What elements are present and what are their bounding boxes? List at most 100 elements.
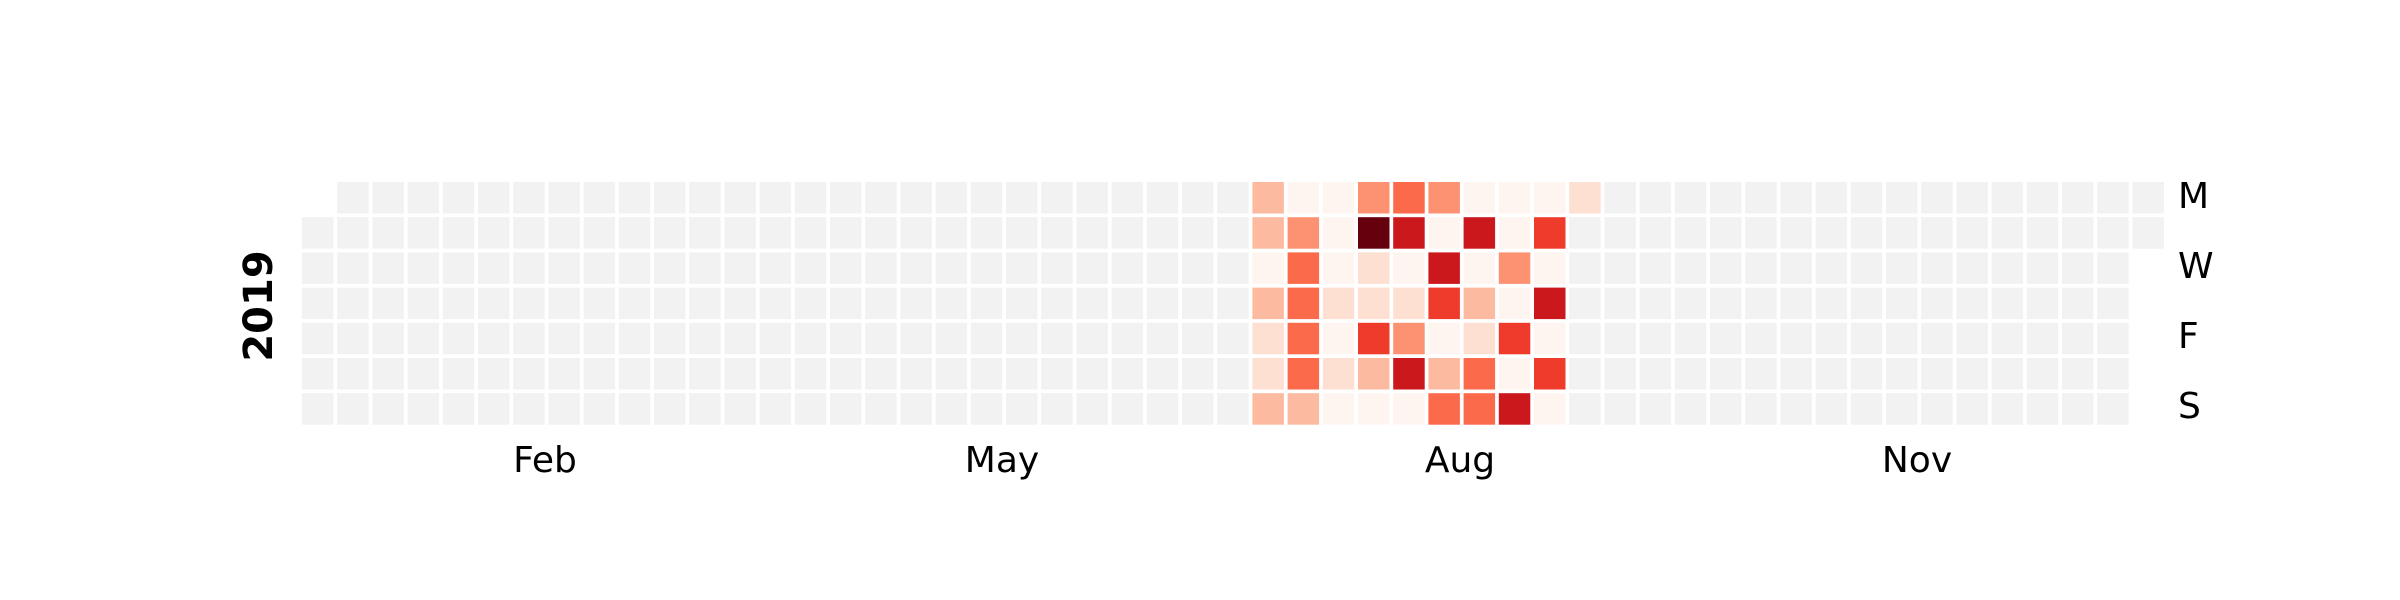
day-cell [618, 393, 651, 425]
day-cell [583, 322, 616, 355]
day-cell [1111, 182, 1144, 214]
day-cell [407, 322, 440, 355]
day-cell [407, 358, 440, 390]
day-cell [830, 287, 862, 320]
day-cell [1217, 358, 1249, 390]
day-cell [2062, 287, 2094, 320]
day-cell [1850, 358, 1883, 390]
day-cell [1041, 287, 1073, 320]
day-cell [689, 393, 721, 425]
day-cell [1393, 322, 1425, 355]
day-cell [337, 287, 369, 320]
day-cell [654, 287, 686, 320]
day-cell [2062, 252, 2094, 284]
day-cell [1956, 393, 1988, 425]
day-cell [548, 217, 580, 249]
day-cell [1182, 322, 1214, 355]
day-cell [1322, 287, 1355, 320]
day-cell [1463, 393, 1496, 425]
day-cell [1534, 252, 1566, 284]
day-cell [618, 252, 651, 284]
day-cell [548, 322, 580, 355]
day-cell [830, 322, 862, 355]
day-cell [1111, 287, 1144, 320]
day-cell [1850, 287, 1883, 320]
day-cell [1006, 322, 1038, 355]
year-label: 2019 [236, 250, 282, 361]
day-cell [689, 252, 721, 284]
day-cell [1639, 358, 1672, 390]
day-cell [513, 252, 545, 284]
day-cell [794, 358, 827, 390]
day-cell [1710, 217, 1742, 249]
day-cell [654, 358, 686, 390]
day-cell [1111, 358, 1144, 390]
day-cell [478, 217, 510, 249]
day-cell [1498, 322, 1531, 355]
day-cell [302, 358, 334, 390]
day-cell [1393, 217, 1425, 249]
day-cell [1604, 358, 1636, 390]
day-cell [1217, 252, 1249, 284]
day-cell [1287, 182, 1320, 214]
day-cell [654, 182, 686, 214]
day-cell [1815, 182, 1848, 214]
day-cell [2062, 358, 2094, 390]
day-cell [1921, 217, 1953, 249]
month-label-nov: Nov [1882, 440, 1952, 481]
day-cell [337, 217, 369, 249]
day-cell [689, 358, 721, 390]
day-label-mon: M [2178, 176, 2209, 217]
day-cell [1041, 182, 1073, 214]
day-cell [794, 252, 827, 284]
day-cell [1780, 182, 1812, 214]
day-cell [1850, 182, 1883, 214]
day-cell [583, 182, 616, 214]
day-cell [513, 393, 545, 425]
day-cell [337, 322, 369, 355]
day-cell [1674, 252, 1707, 284]
day-cell [548, 358, 580, 390]
day-cell [900, 252, 932, 284]
day-cell [724, 358, 756, 390]
day-cell [442, 252, 475, 284]
day-cell [1956, 322, 1988, 355]
day-cell [1252, 358, 1284, 390]
day-cell [1006, 393, 1038, 425]
day-cell [970, 393, 1003, 425]
day-cell [2132, 182, 2164, 214]
day-cell [970, 358, 1003, 390]
day-cell [1569, 252, 1601, 284]
day-cell [2097, 217, 2129, 249]
day-cell [1569, 182, 1601, 214]
day-cell [794, 322, 827, 355]
day-cell [724, 287, 756, 320]
day-cell [548, 252, 580, 284]
day-cell [2097, 358, 2129, 390]
day-cell [1745, 217, 1777, 249]
day-cell [1182, 182, 1214, 214]
day-cell [1076, 393, 1108, 425]
day-cell [478, 358, 510, 390]
day-cell [689, 322, 721, 355]
day-cell [1182, 393, 1214, 425]
day-cell [1358, 358, 1390, 390]
day-cell [302, 287, 334, 320]
day-cell [1217, 393, 1249, 425]
day-cell [1639, 393, 1672, 425]
day-cell [372, 287, 404, 320]
day-cell [654, 252, 686, 284]
day-cell [2026, 393, 2059, 425]
day-cell [970, 322, 1003, 355]
day-cell [830, 252, 862, 284]
day-cell [1463, 358, 1496, 390]
month-label-feb: Feb [513, 440, 577, 481]
day-cell [1287, 393, 1320, 425]
day-cell [1815, 393, 1848, 425]
day-cell [1886, 182, 1918, 214]
day-cell [618, 358, 651, 390]
day-cell [1991, 358, 2024, 390]
day-cell [372, 252, 404, 284]
day-cell [302, 252, 334, 284]
day-cell [654, 393, 686, 425]
